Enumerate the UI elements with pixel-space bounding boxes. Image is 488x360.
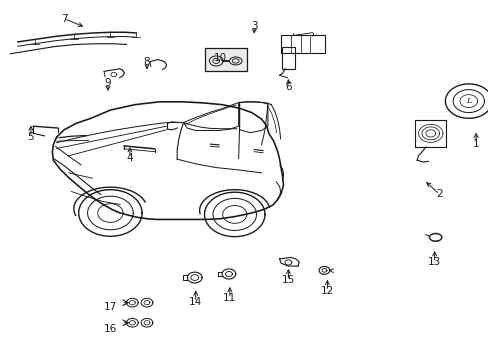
Text: 9: 9 <box>104 78 111 88</box>
Text: 8: 8 <box>143 57 150 67</box>
Text: 3: 3 <box>250 21 257 31</box>
Text: L: L <box>465 97 470 105</box>
Text: 10: 10 <box>213 53 226 63</box>
Bar <box>205 48 246 71</box>
Text: 7: 7 <box>61 14 67 24</box>
Bar <box>281 47 295 69</box>
Text: 13: 13 <box>427 257 440 267</box>
Text: 17: 17 <box>103 302 117 312</box>
Text: 6: 6 <box>285 82 291 92</box>
Text: 11: 11 <box>223 293 236 303</box>
Text: 4: 4 <box>126 153 133 163</box>
Text: 1: 1 <box>472 139 478 149</box>
Text: 15: 15 <box>281 275 294 285</box>
Text: 5: 5 <box>27 132 34 142</box>
Bar <box>281 36 325 53</box>
Text: 12: 12 <box>320 286 333 296</box>
Text: 14: 14 <box>189 297 202 307</box>
Text: 16: 16 <box>103 324 117 334</box>
Bar <box>414 120 446 147</box>
Text: 2: 2 <box>435 189 442 199</box>
